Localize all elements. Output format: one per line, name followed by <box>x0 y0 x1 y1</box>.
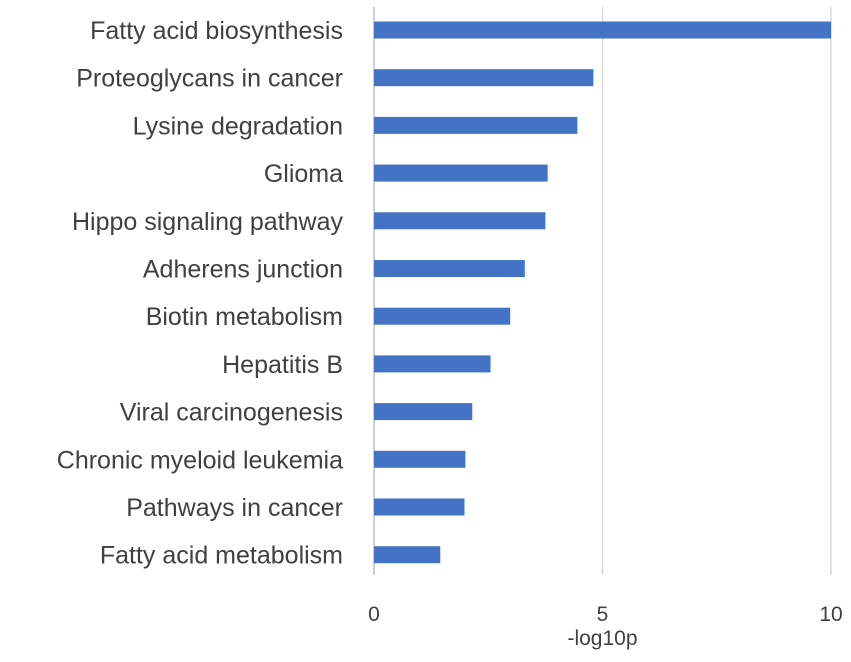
x-tick-labels: 0 5 10 <box>368 603 843 626</box>
x-tick-label: 0 <box>368 603 380 626</box>
x-axis-title: -log10p <box>567 627 637 650</box>
bar-fatty-acid-biosynthesis <box>374 21 831 39</box>
category-label: Proteoglycans in cancer <box>76 65 343 93</box>
bars <box>374 21 831 564</box>
category-label: Glioma <box>264 160 343 188</box>
category-label: Hippo signaling pathway <box>72 208 344 236</box>
category-label: Biotin metabolism <box>146 303 343 331</box>
bar-fatty-acid-metabolism <box>374 546 441 564</box>
bar-lysine-degradation <box>374 116 578 134</box>
bar-glioma <box>374 164 548 182</box>
bar-adherens-junction <box>374 260 525 277</box>
bar-pathways-in-cancer <box>374 498 465 516</box>
category-label: Adherens junction <box>143 256 343 284</box>
category-label: Fatty acid metabolism <box>100 542 343 570</box>
bar-hepatitis-b <box>374 355 491 373</box>
category-label: Fatty acid biosynthesis <box>90 17 343 45</box>
category-label: Chronic myeloid leukemia <box>57 446 343 474</box>
bar-proteoglycans-in-cancer <box>374 69 594 87</box>
category-label: Pathways in cancer <box>126 494 343 522</box>
gridlines <box>373 7 832 575</box>
category-labels: Fatty acid biosynthesis Proteoglycans in … <box>57 17 344 570</box>
category-label: Hepatitis B <box>222 351 343 379</box>
category-label: Viral carcinogenesis <box>120 399 343 427</box>
x-tick-label: 10 <box>819 603 842 626</box>
bar-viral-carcinogenesis <box>374 403 473 421</box>
bar-chronic-myeloid-leukemia <box>374 450 466 468</box>
x-tick-label: 5 <box>597 603 609 626</box>
bar-biotin-metabolism <box>374 307 511 325</box>
category-label: Lysine degradation <box>133 112 343 140</box>
bar-hippo-signaling-pathway <box>374 212 546 230</box>
